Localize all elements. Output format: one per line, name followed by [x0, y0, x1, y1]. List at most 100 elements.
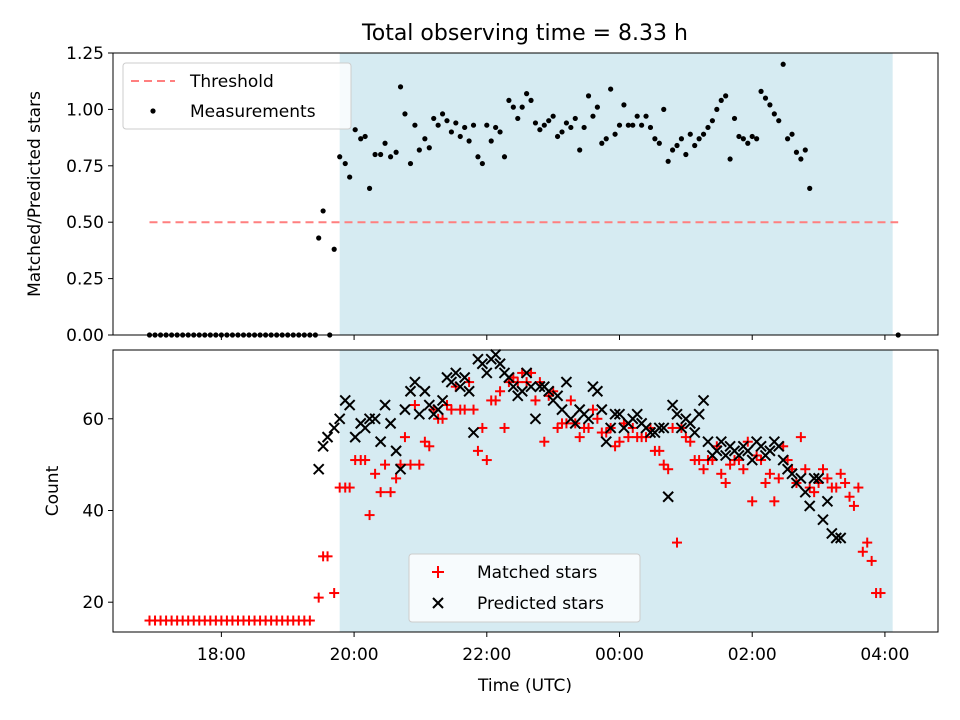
chart-title: Total observing time = 8.33 h	[361, 21, 688, 46]
predicted-star-marker	[560, 376, 573, 388]
measurement-point	[444, 118, 450, 124]
measurement-point	[331, 246, 337, 252]
predicted-star-marker	[711, 445, 723, 457]
predicted-star-marker	[582, 413, 595, 425]
x-tick-label: 20:00	[330, 645, 379, 665]
predicted-star-marker	[450, 367, 462, 379]
measurement-point	[457, 133, 463, 140]
matched-star-marker	[817, 464, 828, 475]
measurement-point	[528, 97, 534, 103]
matched-star-marker	[481, 455, 492, 466]
matched-star-marker	[698, 464, 709, 475]
predicted-star-marker	[556, 403, 568, 416]
predicted-star-marker	[489, 348, 502, 361]
predicted-star-points	[312, 348, 847, 544]
matched-star-marker	[587, 404, 598, 415]
matched-star-marker	[795, 432, 806, 443]
matched-star-marker	[313, 592, 324, 603]
measurement-point	[687, 131, 693, 137]
measurement-point	[745, 140, 751, 146]
measurement-point	[316, 235, 322, 241]
measurement-point	[798, 156, 804, 162]
matched-star-marker	[667, 422, 678, 433]
predicted-star-marker	[609, 408, 621, 420]
matched-star-marker	[764, 468, 775, 479]
measurement-point	[807, 185, 813, 191]
x-tick-label: 22:00	[462, 645, 511, 665]
predicted-star-marker	[600, 436, 612, 448]
predicted-star-marker	[684, 417, 696, 430]
measurement-point	[630, 122, 636, 128]
measurement-point	[723, 93, 729, 99]
matched-star-marker	[552, 422, 563, 433]
predicted-star-marker	[404, 385, 417, 397]
matched-star-marker	[822, 473, 833, 484]
measurement-point	[515, 115, 521, 122]
measurement-point	[661, 106, 667, 112]
measurement-point	[625, 122, 631, 128]
y-tick-label: 1.25	[66, 44, 104, 64]
x-tick-label: 18:00	[197, 645, 246, 665]
matched-star-marker	[539, 436, 550, 447]
matched-star-marker	[565, 395, 576, 406]
matched-star-marker	[866, 555, 877, 566]
measurement-point	[506, 97, 512, 103]
predicted-star-marker	[817, 513, 829, 526]
measurement-point	[568, 124, 574, 131]
predicted-star-marker	[409, 376, 421, 388]
matched-star-marker	[747, 496, 758, 507]
predicted-star-marker	[419, 385, 431, 397]
matched-star-marker	[329, 588, 340, 599]
measurement-point	[387, 154, 394, 160]
measurement-point	[426, 145, 432, 151]
measurement-point	[612, 131, 618, 137]
measurement-point	[714, 106, 720, 112]
measurement-point	[484, 122, 490, 128]
matched-star-marker	[875, 588, 886, 599]
predicted-star-marker	[662, 491, 674, 503]
measurement-point	[546, 118, 552, 124]
top-panel: 0.00 0.25 0.50 0.75 1.00 1.25 Total observing…	[25, 21, 939, 346]
x-tick-label: 00:00	[595, 645, 644, 665]
predicted-star-marker	[476, 358, 489, 370]
measurement-point	[740, 136, 746, 142]
predicted-star-marker	[551, 390, 564, 402]
predicted-star-marker	[834, 532, 847, 544]
matched-star-marker	[322, 551, 333, 562]
matched-star-marker	[725, 459, 736, 470]
measurement-point	[731, 115, 738, 122]
matched-star-marker	[459, 404, 470, 415]
measurement-point	[700, 131, 707, 137]
measurement-point	[736, 133, 742, 140]
measurement-point	[669, 147, 676, 153]
measurement-point	[767, 102, 773, 108]
predicted-star-marker	[821, 495, 834, 508]
predicted-star-marker	[795, 472, 807, 485]
predicted-star-marker	[812, 472, 825, 485]
measurement-point	[727, 156, 733, 162]
measurement-point	[435, 122, 441, 128]
y-tick-label: 40	[82, 501, 104, 521]
measurement-point	[581, 124, 587, 131]
matched-star-marker	[720, 477, 731, 488]
predicted-star-marker	[334, 413, 346, 425]
matched-star-marker	[853, 482, 864, 493]
predicted-star-marker	[693, 408, 705, 420]
measurement-point	[448, 129, 455, 135]
measurement-point	[453, 120, 459, 126]
predicted-star-marker	[830, 532, 842, 544]
matched-star-marker	[800, 464, 811, 475]
top-y-ticks: 0.00 0.25 0.50 0.75 1.00 1.25	[66, 44, 113, 346]
measurement-point	[466, 138, 472, 144]
predicted-star-marker	[534, 380, 546, 393]
matched-star-marker	[391, 473, 402, 484]
y-tick-label: 0.50	[66, 213, 104, 233]
predicted-star-marker	[458, 371, 471, 384]
measurement-point	[705, 124, 711, 131]
matched-star-marker	[370, 468, 381, 479]
predicted-star-marker	[786, 468, 798, 480]
measurement-point	[541, 122, 547, 128]
measurement-points	[146, 61, 901, 338]
measurement-point	[501, 154, 508, 160]
measurement-point	[652, 136, 658, 142]
